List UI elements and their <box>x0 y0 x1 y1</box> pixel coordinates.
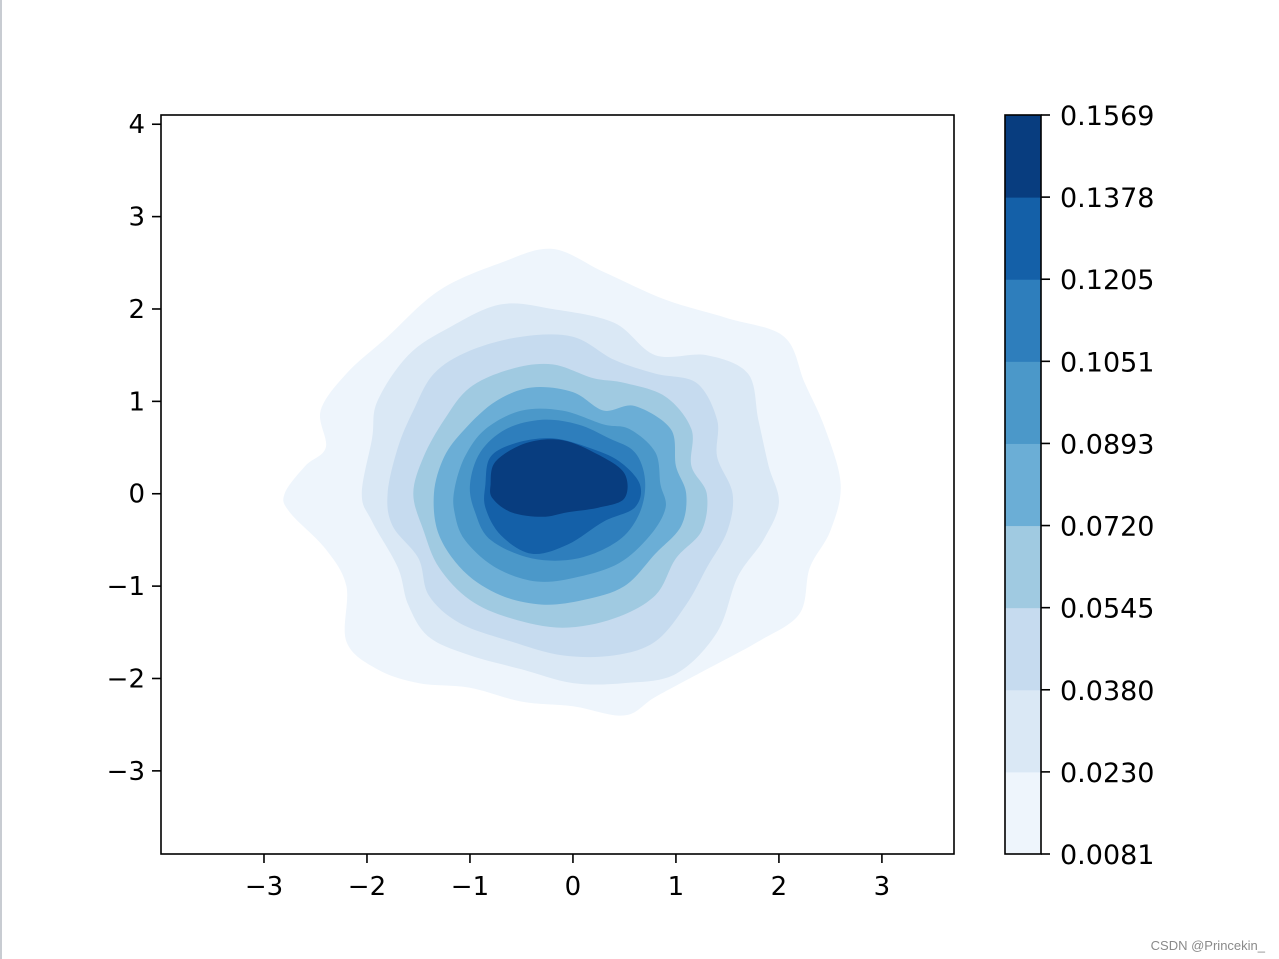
colorbar-segment <box>1005 607 1041 691</box>
colorbar-tick-label: 0.0081 <box>1060 840 1154 871</box>
x-tick-label: −3 <box>245 872 283 902</box>
y-tick-label: 1 <box>128 387 145 417</box>
y-tick-label: −3 <box>107 757 145 787</box>
x-tick-label: 3 <box>874 872 891 902</box>
x-tick-label: −2 <box>348 872 386 902</box>
x-tick-label: 0 <box>565 872 582 902</box>
colorbar: 0.0081 0.0230 0.0380 0.0545 0.0720 0.0893 0.10… <box>1004 101 1154 871</box>
contour-layer <box>283 248 841 716</box>
colorbar-tick-label: 0.0893 <box>1060 429 1154 460</box>
colorbar-segment <box>1005 279 1041 362</box>
y-tick-label: −2 <box>107 664 145 694</box>
x-tick-label: −1 <box>451 872 489 902</box>
colorbar-tick-label: 0.1205 <box>1060 265 1154 296</box>
colorbar-segment <box>1005 771 1041 855</box>
x-tick-label: 2 <box>771 872 788 902</box>
x-tick-label: 1 <box>668 872 685 902</box>
y-tick-label: 3 <box>128 203 145 233</box>
axes-frame <box>160 114 955 855</box>
colorbar-segment <box>1005 361 1041 444</box>
y-tick-label: 4 <box>128 110 145 140</box>
colorbar-tick-label: 0.0720 <box>1060 512 1154 543</box>
colorbar-tick-label: 0.0380 <box>1060 676 1154 707</box>
colorbar-tick-label: 0.0545 <box>1060 594 1154 625</box>
x-axis: −3 −2 −1 0 1 2 3 <box>245 854 890 902</box>
colorbar-segment <box>1005 115 1041 198</box>
colorbar-tick-label: 0.0230 <box>1060 758 1154 789</box>
colorbar-segment <box>1005 443 1041 527</box>
colorbar-segment <box>1005 689 1041 773</box>
colorbar-segment <box>1005 197 1041 280</box>
colorbar-tick-label: 0.1051 <box>1060 347 1154 378</box>
colorbar-segment <box>1005 525 1041 609</box>
colorbar-frame <box>1004 114 1042 855</box>
y-tick-label: 0 <box>128 480 145 510</box>
y-axis: −3 −2 −1 0 1 2 3 4 <box>107 110 161 787</box>
watermark: CSDN @Princekin_ <box>1150 938 1265 953</box>
left-edge-strip <box>0 0 2 959</box>
colorbar-tick-label: 0.1569 <box>1060 101 1154 132</box>
colorbar-tick-label: 0.1378 <box>1060 183 1154 214</box>
contour-region-9 <box>490 439 628 517</box>
y-tick-label: 2 <box>128 295 145 325</box>
y-tick-label: −1 <box>107 572 145 602</box>
